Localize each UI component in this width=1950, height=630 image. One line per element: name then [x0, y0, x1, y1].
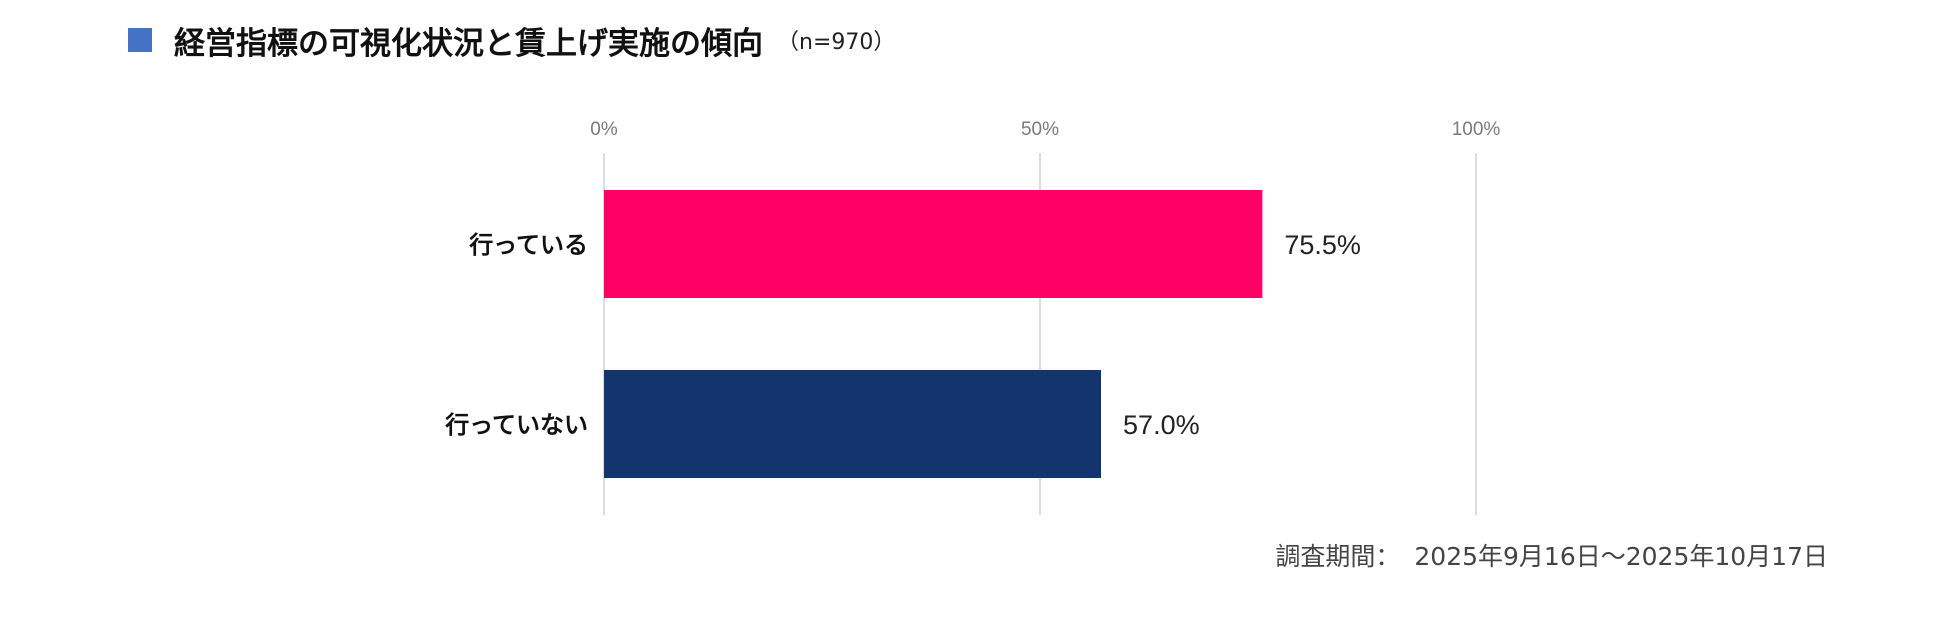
chart-title: 経営指標の可視化状況と賃上げ実施の傾向: [174, 25, 763, 62]
tick-label-0: 0%: [590, 119, 618, 140]
title-square-icon: [128, 28, 152, 52]
survey-period-value: 2025年9月16日～2025年10月17日: [1414, 542, 1828, 571]
bar-1: [604, 190, 1263, 298]
tick-label-50: 50%: [1021, 119, 1059, 140]
chart-title-row: 経営指標の可視化状況と賃上げ実施の傾向 （n=970）: [128, 18, 895, 62]
value-label-1: 75.5%: [1284, 230, 1361, 260]
category-label-2: 行っていない: [444, 411, 588, 439]
category-label-1: 行っている: [468, 231, 588, 259]
sample-size-note: （n=970）: [777, 30, 896, 55]
value-label-2: 57.0%: [1123, 410, 1200, 440]
survey-period: 調査期間： 2025年9月16日～2025年10月17日: [1275, 537, 1828, 573]
survey-period-label: 調査期間：: [1275, 542, 1401, 571]
tick-label-100: 100%: [1452, 119, 1501, 140]
bar-2: [604, 370, 1102, 478]
